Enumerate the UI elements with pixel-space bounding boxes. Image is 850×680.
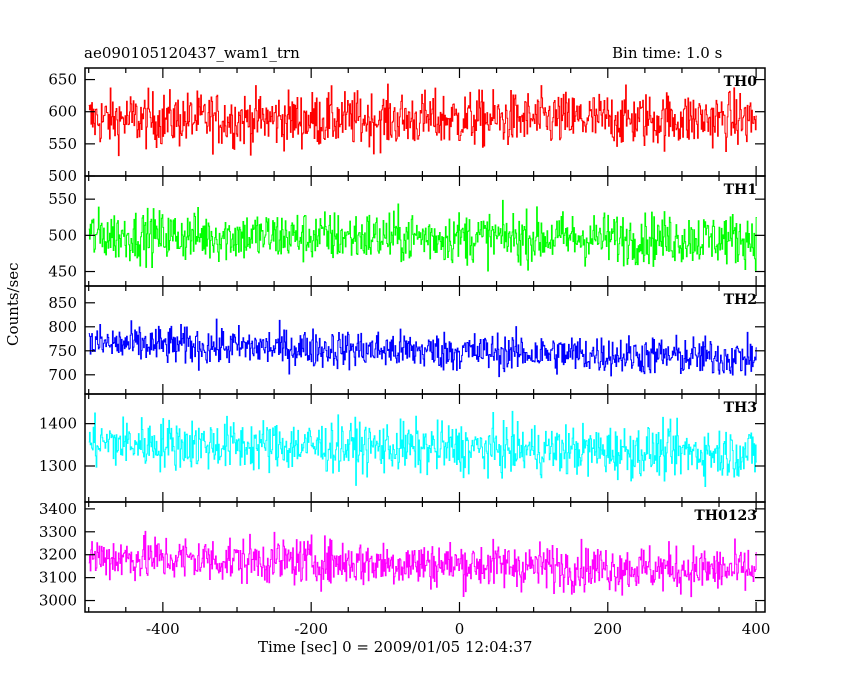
- y-tick-label: 500: [48, 167, 77, 185]
- y-tick-label: 3400: [39, 500, 77, 518]
- panel-label-th0123: TH0123: [694, 508, 757, 524]
- series-th1: [88, 199, 757, 272]
- y-tick-label: 600: [48, 103, 77, 121]
- y-tick-label: 700: [48, 366, 77, 384]
- x-tick-label: -400: [146, 620, 180, 638]
- y-tick-label: 3200: [39, 546, 77, 564]
- panel-label-th2: TH2: [724, 292, 757, 308]
- panel-label-th0: TH0: [724, 74, 758, 90]
- y-tick-label: 650: [48, 71, 77, 89]
- y-tick-label: 1300: [39, 457, 77, 475]
- panel-label-th3: TH3: [724, 400, 757, 416]
- y-tick-label: 800: [48, 318, 77, 336]
- y-tick-label: 3300: [39, 523, 77, 541]
- x-tick-label: 400: [742, 620, 771, 638]
- x-tick-label: 200: [593, 620, 622, 638]
- y-tick-label: 550: [48, 190, 77, 208]
- y-tick-label: 1400: [39, 415, 77, 433]
- y-tick-label: 3100: [39, 569, 77, 587]
- y-tick-label: 850: [48, 294, 77, 312]
- x-axis-label: Time [sec] 0 = 2009/01/05 12:04:37: [258, 638, 533, 656]
- series-th0: [88, 83, 757, 157]
- y-tick-label: 550: [48, 135, 77, 153]
- y-tick-label: 500: [48, 226, 77, 244]
- series-th3: [88, 410, 757, 488]
- bin-time-label: Bin time: 1.0 s: [612, 44, 723, 62]
- x-tick-label: -200: [294, 620, 328, 638]
- panel-frame-th0123: [84, 501, 766, 613]
- y-tick-label: 750: [48, 342, 77, 360]
- series-th0123: [88, 530, 757, 598]
- x-tick-label: 0: [455, 620, 465, 638]
- plot-title: ae090105120437_wam1_trn: [84, 44, 300, 62]
- y-axis-label: Counts/sec: [4, 262, 22, 346]
- series-th2: [88, 318, 757, 378]
- y-tick-label: 450: [48, 263, 77, 281]
- y-tick-label: 3000: [39, 592, 77, 610]
- panel-label-th1: TH1: [724, 182, 757, 198]
